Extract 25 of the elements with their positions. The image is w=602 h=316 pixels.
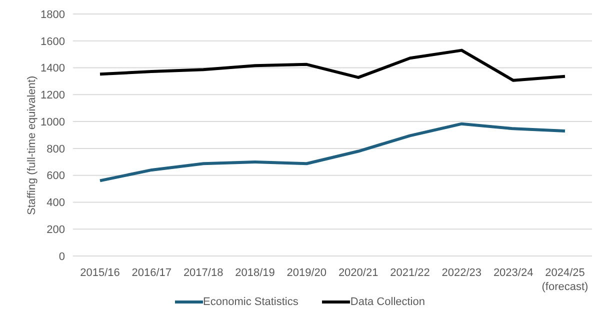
x-tick-label: 2018/19 [235,267,275,279]
y-tick-label: 600 [46,170,65,182]
y-tick-label: 0 [58,250,65,263]
x-tick-label: 2023/24 [493,267,534,279]
x-tick-label: 2016/17 [132,267,172,279]
x-tick-label: 2020/21 [338,267,378,279]
legend-label: Economic Statistics [203,296,298,308]
y-tick-label: 200 [46,224,65,236]
x-tick-label: 2021/22 [390,267,430,279]
y-tick-label: 800 [46,143,65,156]
x-tick-label: 2024/25 (forecast) [542,267,588,293]
x-tick-label: 2017/18 [183,267,224,279]
y-tick-label: 400 [46,197,65,210]
line-series [98,48,566,82]
y-tick-label: 1600 [40,36,65,48]
y-tick-label: 1000 [40,116,65,128]
y-axis-title: Staffing (full-time equivalent) [26,76,38,215]
y-tick-label: 1200 [40,90,65,102]
y-tick-label: 1400 [40,62,65,75]
legend-label: Data Collection [350,296,425,308]
line-series [98,122,566,182]
y-tick-label: 1800 [40,8,65,21]
x-tick-label: 2015/16 [80,267,120,279]
x-tick-label: 2022/23 [442,267,482,279]
x-tick-label: 2019/20 [286,267,327,279]
